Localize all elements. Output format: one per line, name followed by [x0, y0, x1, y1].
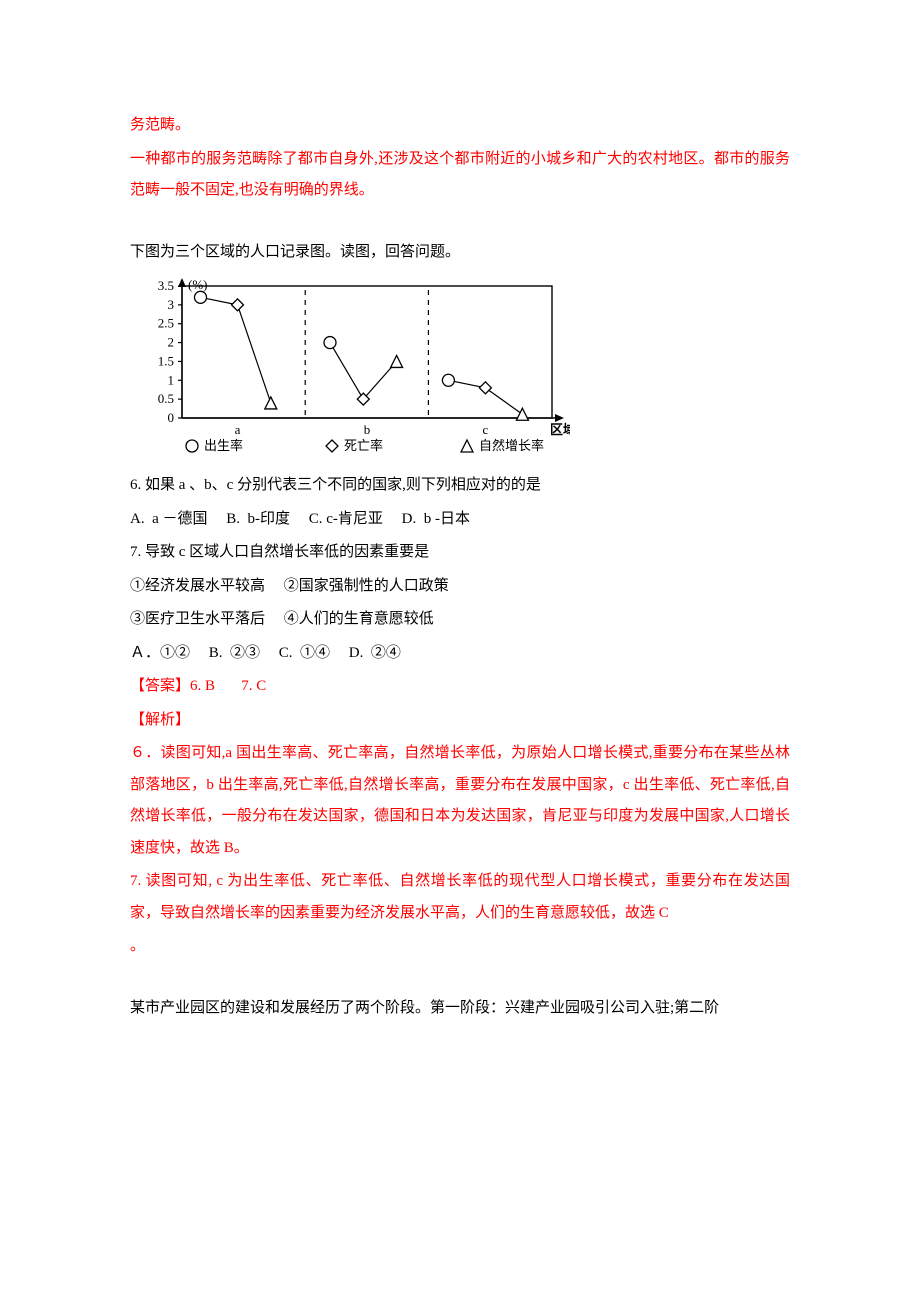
svg-text:b: b — [364, 422, 371, 437]
svg-text:0.5: 0.5 — [158, 391, 174, 406]
q7-line2: ③医疗卫生水平落后 ④人们的生育意愿较低 — [130, 604, 790, 636]
svg-text:0: 0 — [168, 410, 175, 425]
svg-text:a: a — [235, 422, 241, 437]
intro-red-2: 一种都市的服务范畴除了都市自身外,还涉及这个都市附近的小城乡和广大的农村地区。都… — [130, 144, 790, 207]
svg-text:c: c — [483, 422, 489, 437]
analysis-7b: 。 — [130, 931, 790, 963]
analysis-7a: 7. 读图可知, c 为出生率低、死亡率低、自然增长率低的现代型人口增长模式，重… — [130, 866, 790, 929]
svg-text:2.5: 2.5 — [158, 316, 174, 331]
svg-text:(%): (%) — [188, 277, 208, 292]
svg-text:3.5: 3.5 — [158, 278, 174, 293]
q6-options: A. a －德国 B. b-印度 C. c-肯尼亚 D. b -日本 — [130, 504, 790, 536]
svg-text:3: 3 — [168, 297, 175, 312]
population-chart: 3.5 3 2.5 2 1.5 1 0.5 0 (%) 区域 a b c 出生率 死亡率 自然增长率 — [130, 276, 570, 456]
analysis-label: 【解析】 — [130, 705, 790, 737]
question-intro: 下图为三个区域的人口记录图。读图，回答问题。 — [130, 237, 790, 269]
svg-text:自然增长率: 自然增长率 — [479, 438, 544, 453]
q6-stem: 6. 如果 a 、b、c 分别代表三个不同的国家,则下列相应对的的是 — [130, 470, 790, 502]
spacer-2 — [130, 965, 790, 993]
next-question-intro: 某市产业园区的建设和发展经历了两个阶段。第一阶段：兴建产业园吸引公司入驻;第二阶 — [130, 993, 790, 1025]
intro-red-1: 务范畴。 — [130, 110, 790, 142]
analysis-6: ６．读图可知,a 国出生率高、死亡率高，自然增长率低，为原始人口增长模式,重要分… — [130, 738, 790, 864]
q7-stem: 7. 导致 c 区域人口自然增长率低的因素重要是 — [130, 537, 790, 569]
q7-options: Ａ．①② B. ②③ C. ①④ D. ②④ — [130, 638, 790, 670]
q7-line1: ①经济发展水平较高 ②国家强制性的人口政策 — [130, 571, 790, 603]
svg-text:区域: 区域 — [550, 422, 570, 437]
answer: 【答案】6. B 7. C — [130, 671, 790, 703]
svg-text:2: 2 — [168, 335, 175, 350]
svg-text:1: 1 — [168, 372, 175, 387]
svg-text:死亡率: 死亡率 — [344, 438, 383, 453]
svg-text:1.5: 1.5 — [158, 353, 174, 368]
svg-text:出生率: 出生率 — [204, 438, 243, 453]
spacer-1 — [130, 209, 790, 237]
